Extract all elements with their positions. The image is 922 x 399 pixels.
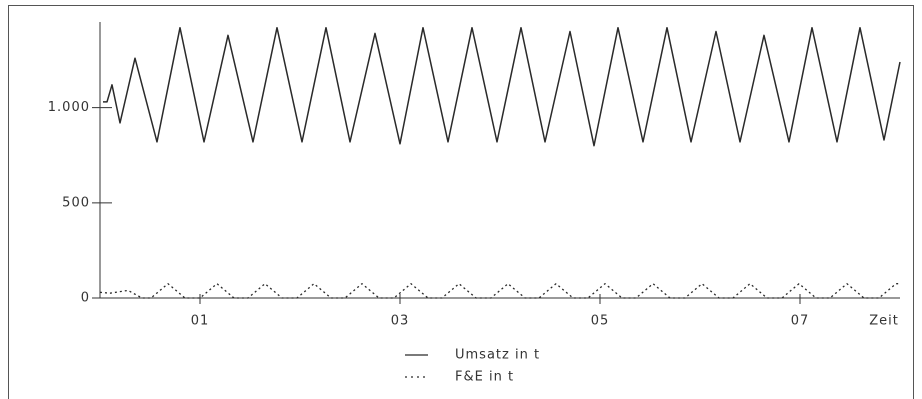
y-tick-label: 0 <box>81 291 90 306</box>
x-axis-label: Zeit <box>869 314 899 329</box>
x-tick-label: 03 <box>391 314 410 329</box>
x-tick-label: 07 <box>791 314 810 329</box>
x-tick-label: 01 <box>191 314 210 329</box>
legend-label: Umsatz in t <box>455 348 540 363</box>
x-tick-label: 05 <box>591 314 610 329</box>
frame <box>8 5 914 399</box>
legend-label: F&E in t <box>455 370 514 385</box>
y-tick-label: 500 <box>62 195 90 210</box>
line-series <box>103 26 901 147</box>
y-tick-label: 1.000 <box>48 100 90 115</box>
line-series <box>99 283 900 299</box>
